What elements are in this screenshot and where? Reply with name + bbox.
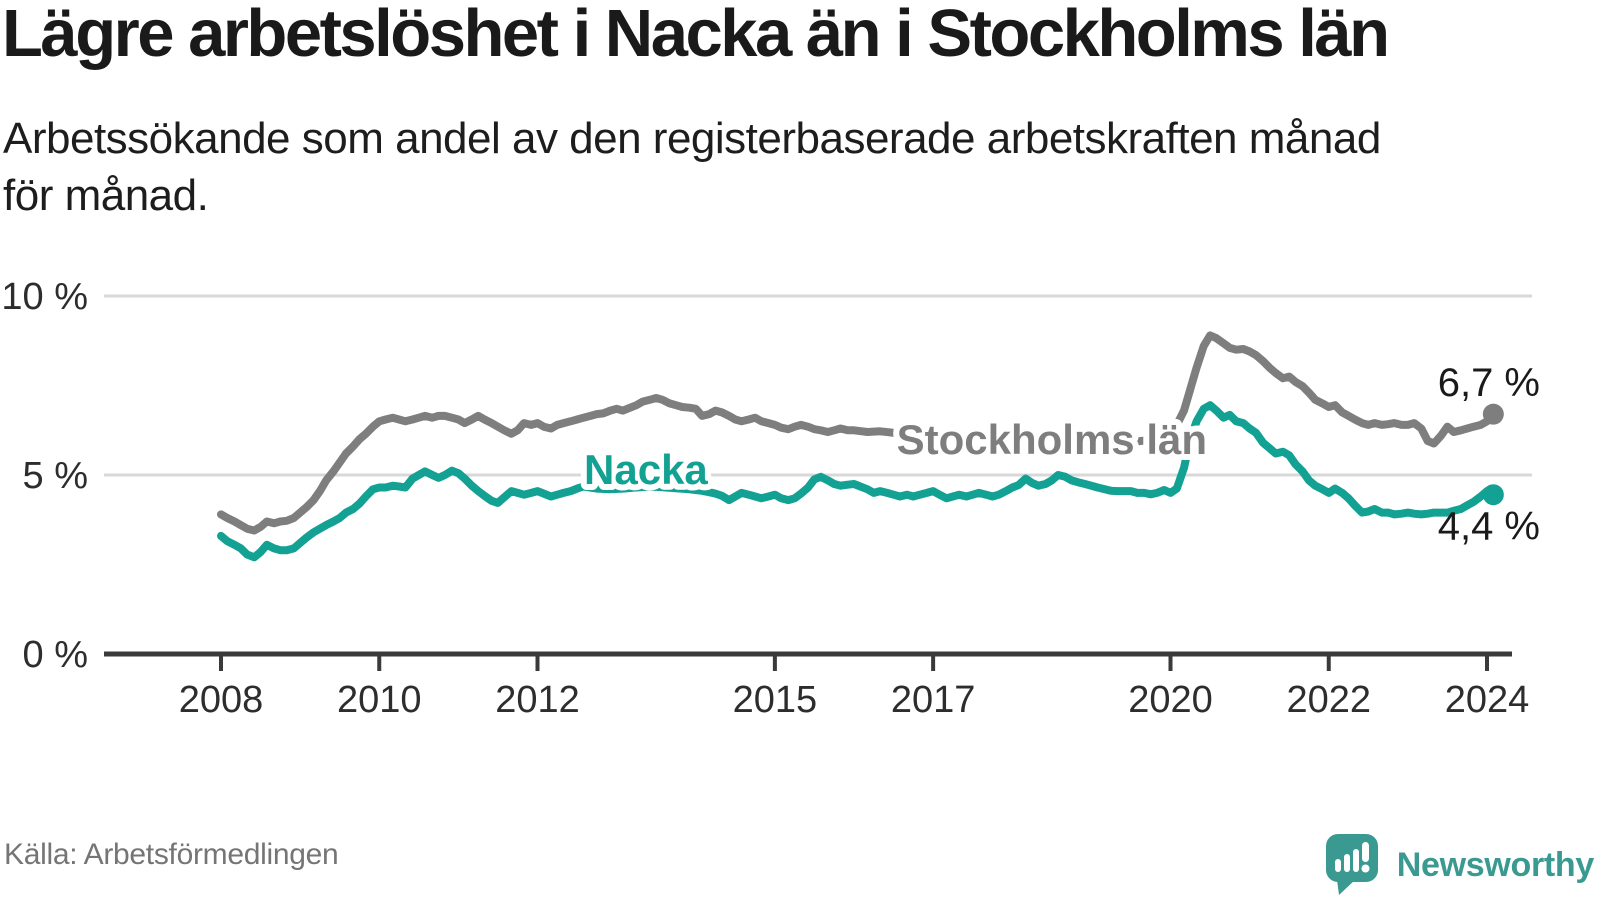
end-dot-stockholm: [1482, 403, 1504, 425]
newsworthy-logo-icon: [1325, 834, 1378, 895]
series-label-nacka: Nacka: [584, 446, 708, 493]
page-subtitle: Arbetssökande som andel av den registerb…: [3, 114, 1381, 221]
x-tick-label: 2015: [733, 679, 818, 721]
end-value-label-stockholm: 6,7 %: [1438, 361, 1540, 405]
end-value-label-nacka: 4,4 %: [1438, 505, 1540, 549]
x-tick-label: 2012: [495, 679, 580, 721]
x-tick-label: 2020: [1128, 679, 1213, 721]
x-tick-label: 2024: [1445, 679, 1530, 721]
x-tick-label: 2017: [891, 679, 976, 721]
source-note: Källa: Arbetsförmedlingen: [4, 838, 339, 871]
newsworthy-brand: Newsworthy: [1324, 834, 1594, 896]
y-tick-label: 10 %: [1, 276, 88, 318]
series-line-nacka: [217, 401, 1498, 562]
page-title: Lägre arbetslöshet i Nacka än i Stockhol…: [2, 0, 1390, 71]
y-tick-label: 0 %: [23, 634, 88, 676]
series-line-stockholm: [217, 331, 1498, 535]
end-dot-nacka: [1482, 484, 1504, 506]
series-label-stockholm: Stockholms län: [897, 416, 1207, 463]
x-tick-label: 2010: [337, 679, 422, 721]
newsworthy-wordmark: Newsworthy: [1396, 845, 1595, 884]
x-tick-label: 2008: [179, 679, 264, 721]
y-tick-label: 5 %: [23, 455, 88, 497]
x-tick-label: 2022: [1286, 679, 1371, 721]
